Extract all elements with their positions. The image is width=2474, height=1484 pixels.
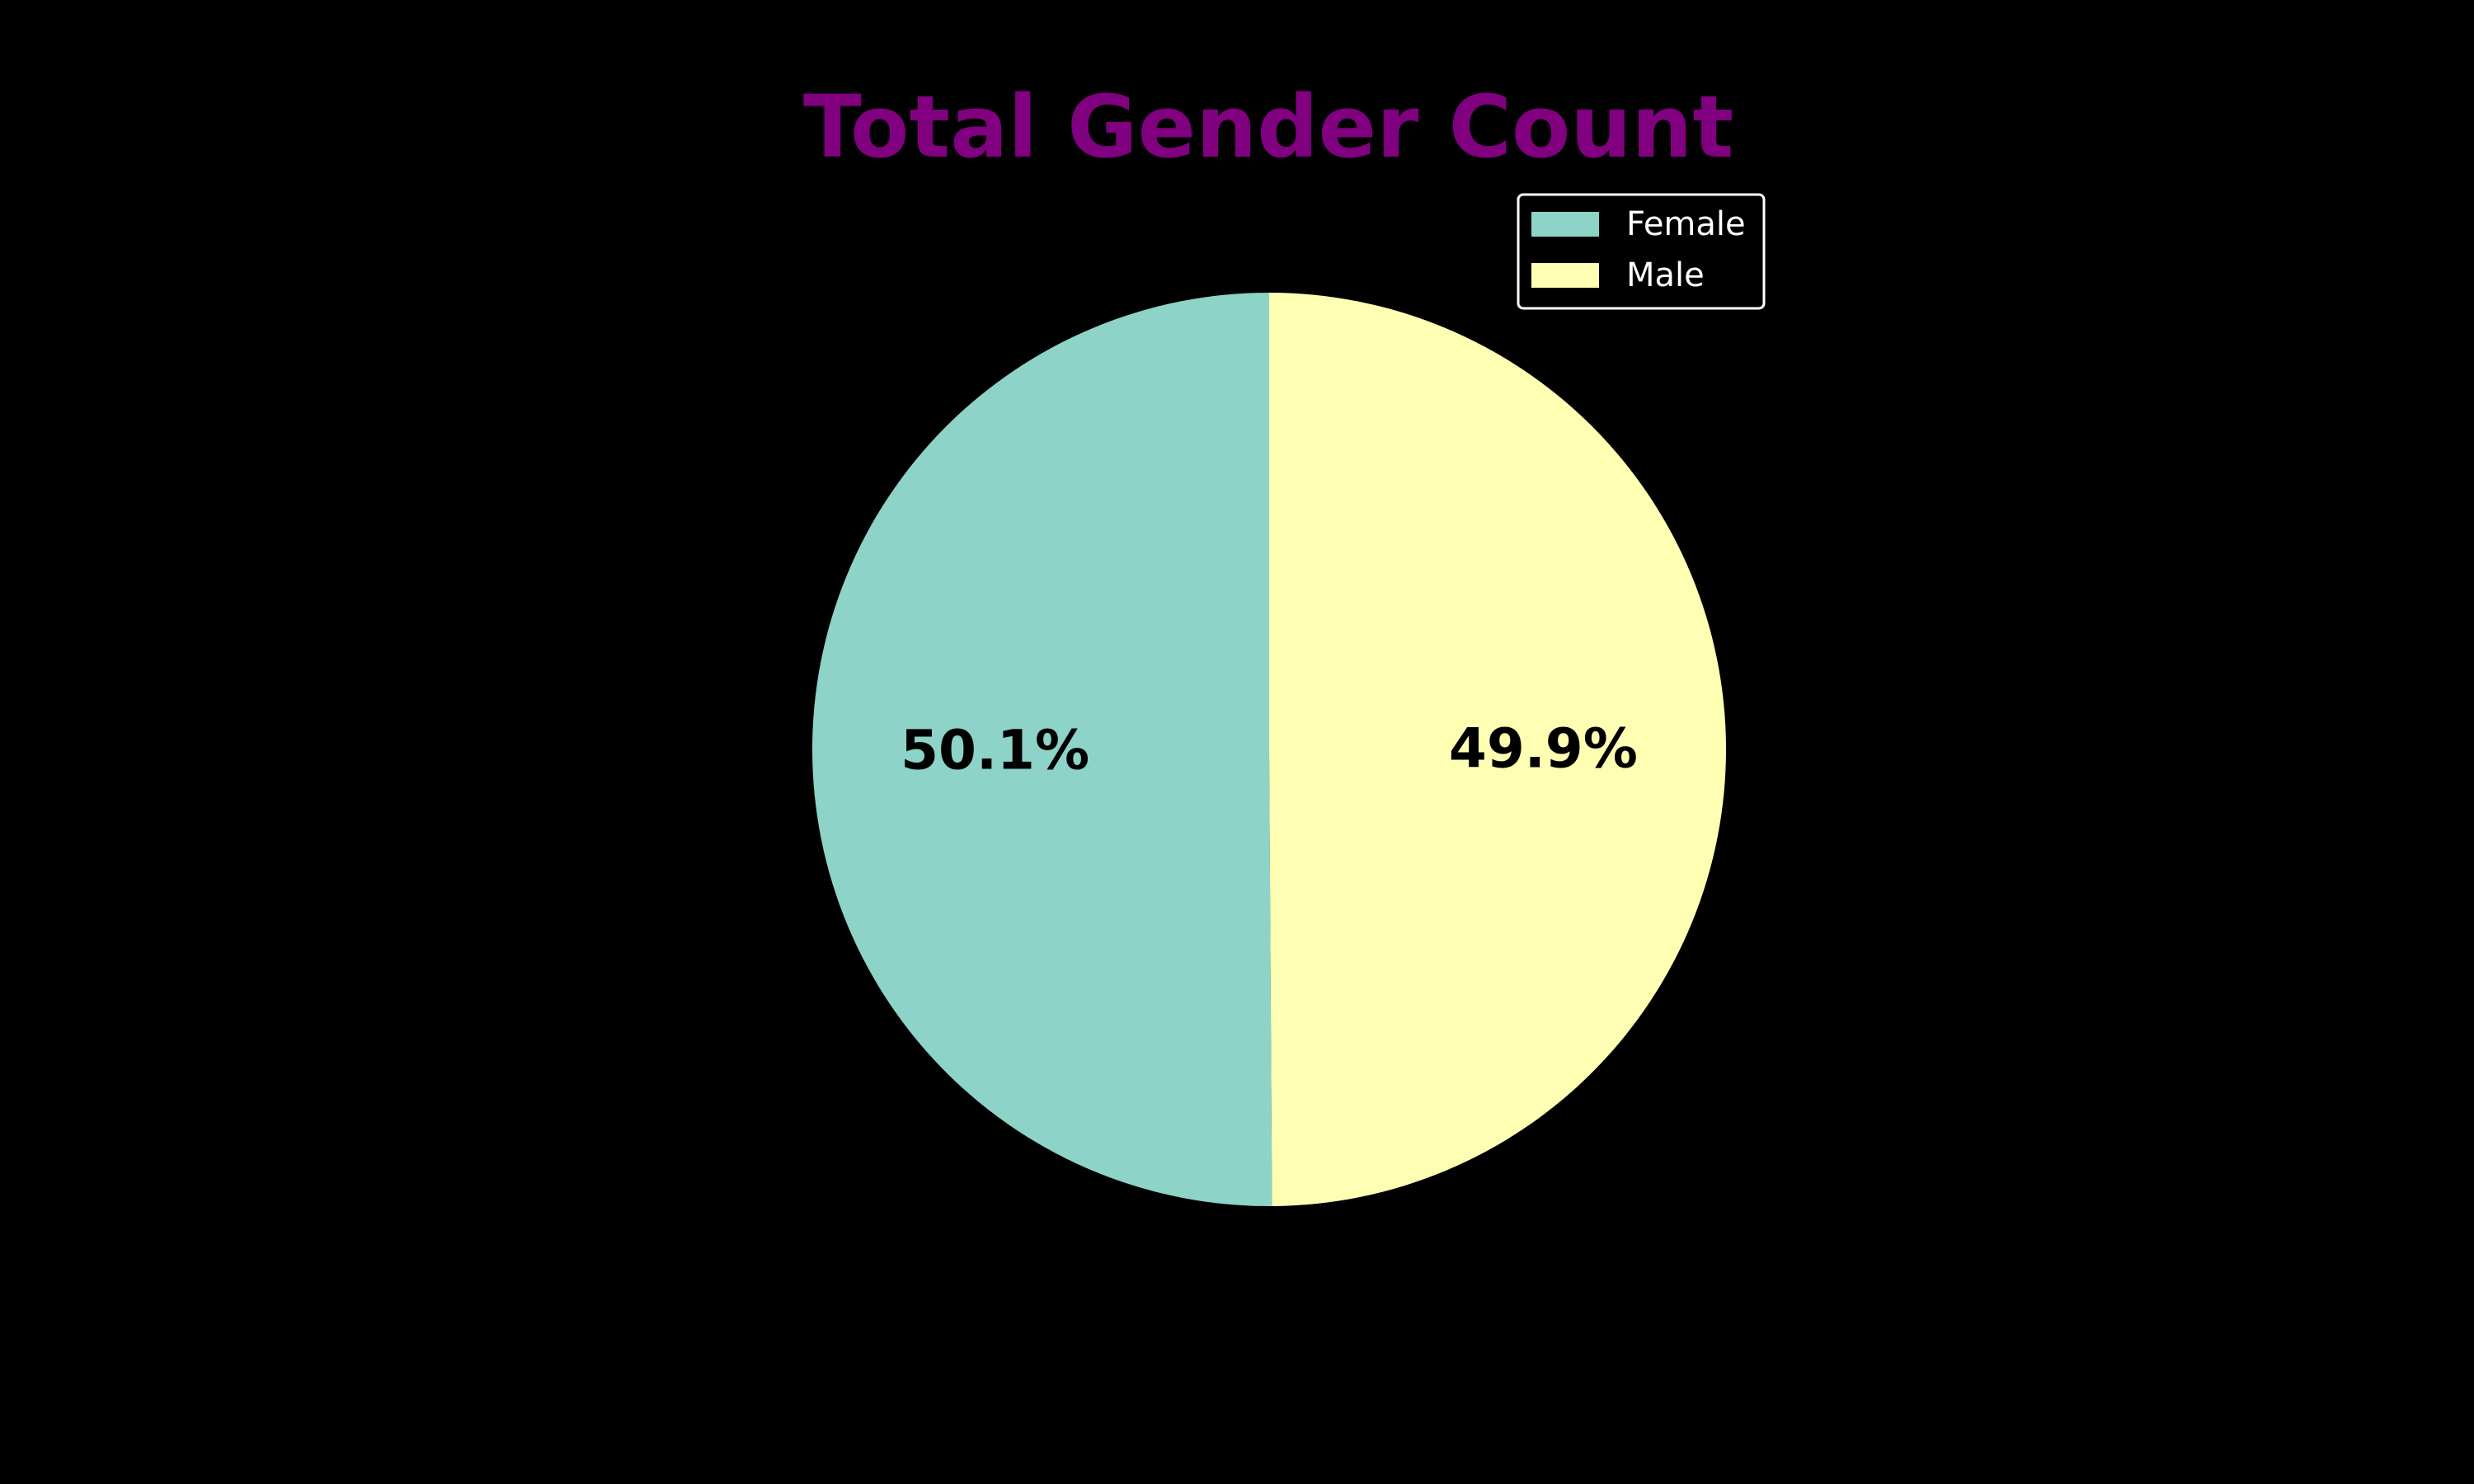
pie-slices [811, 293, 1726, 1206]
pie-slice-male [1269, 293, 1726, 1206]
legend: Female Male [1517, 193, 1766, 310]
chart-title: Total Gender Count [803, 77, 1733, 177]
legend-swatch-male [1531, 263, 1599, 288]
slice-label-female: 50.1% [901, 719, 1089, 782]
legend-label-female: Female [1626, 205, 1746, 243]
legend-swatch-female [1531, 212, 1599, 237]
pie-slice-female [811, 293, 1272, 1206]
slice-label-male: 49.9% [1449, 716, 1638, 780]
legend-label-male: Male [1626, 256, 1705, 294]
pie-slice-labels: 50.1% 49.9% [901, 716, 1638, 782]
